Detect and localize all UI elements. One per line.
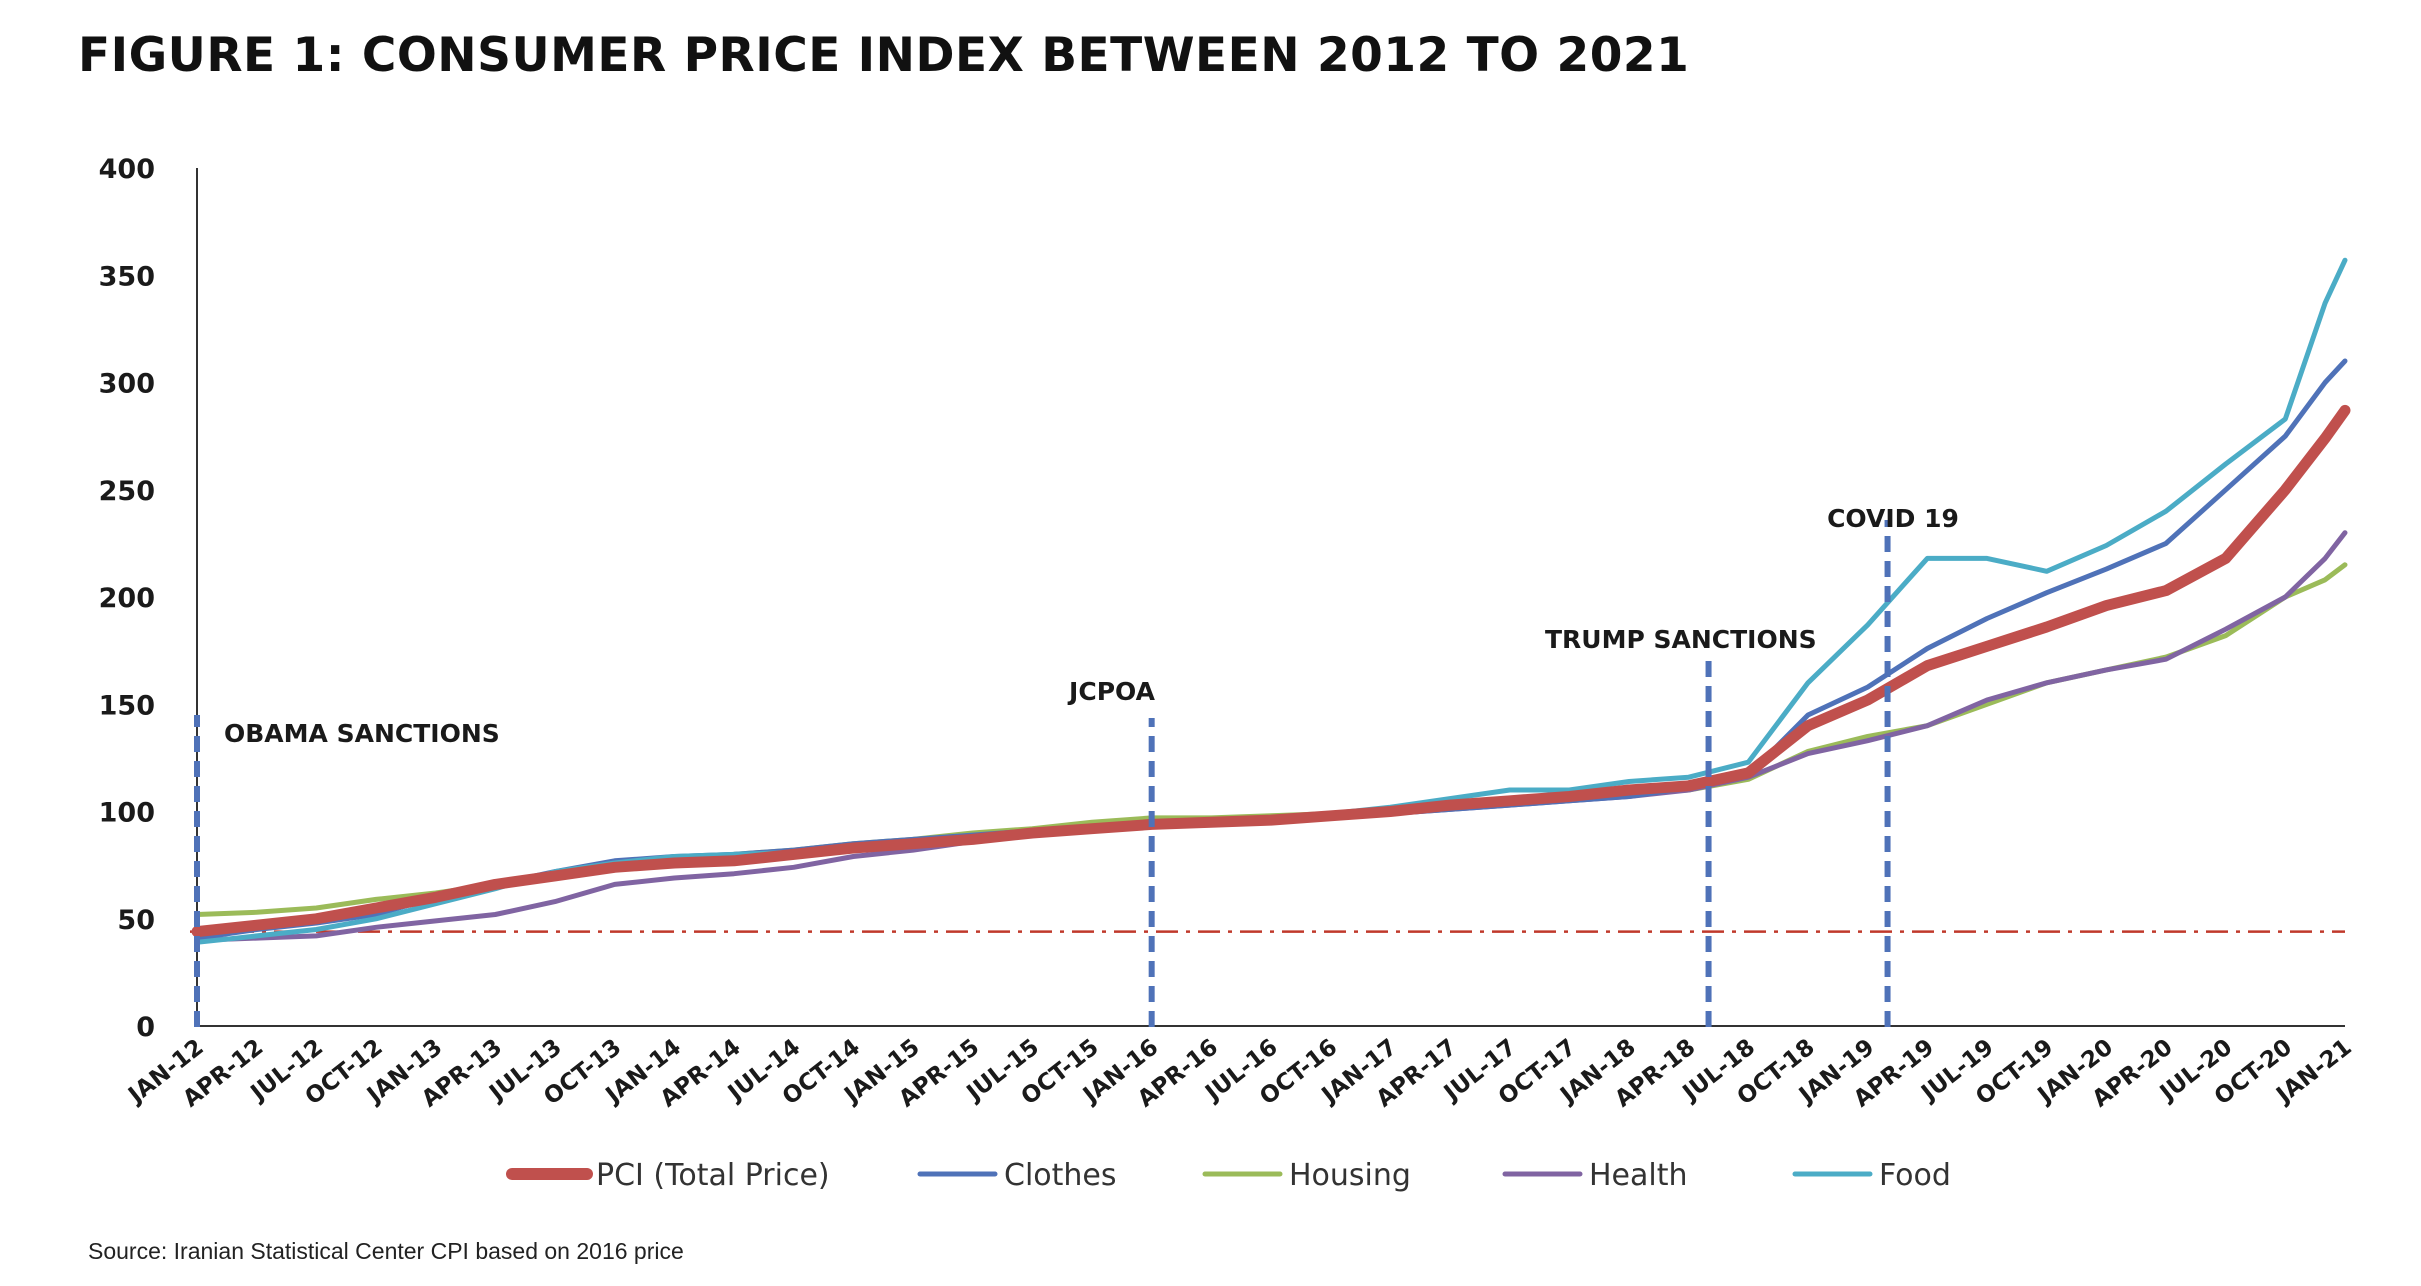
- y-tick-label: 200: [99, 583, 155, 614]
- series-line-clothes: [194, 358, 2348, 941]
- source-note: Source: Iranian Statistical Center CPI b…: [88, 1238, 684, 1264]
- annotation-label: TRUMP SANCTIONS: [1545, 625, 1817, 654]
- y-tick-label: 150: [99, 690, 155, 721]
- axes: [196, 168, 2345, 1027]
- event-annotations: OBAMA SANCTIONS JCPOA TRUMP SANCTIONS COVID…: [194, 504, 1959, 1027]
- figure-title: FIGURE 1: CONSUMER PRICE INDEX BETWEEN 2…: [78, 28, 1690, 83]
- series-line-pci-total-price: [191, 404, 2351, 938]
- legend-label: Food: [1879, 1158, 1951, 1193]
- y-tick-label: 400: [99, 154, 155, 185]
- legend-label: Health: [1589, 1158, 1688, 1193]
- series-lines: [191, 257, 2351, 945]
- y-tick-label: 100: [99, 798, 155, 829]
- x-tick-labels: JAN-12APR-12JUL-12OCT-12JAN-13APR-13JUL-…: [122, 1034, 2356, 1112]
- annotation-label: JCPOA: [1067, 677, 1156, 706]
- y-tick-label: 250: [99, 476, 155, 507]
- y-tick-label: 50: [117, 905, 155, 936]
- y-tick-labels: 0 50 100 150 200 250 300 350 400: [99, 154, 155, 1043]
- y-tick-label: 0: [136, 1012, 155, 1043]
- legend-label: Housing: [1289, 1158, 1411, 1193]
- legend-label: PCI (Total Price): [596, 1158, 830, 1193]
- legend: PCI (Total Price) Clothes Housing Health Foo…: [506, 1158, 1951, 1193]
- series-line-housing: [194, 562, 2348, 917]
- y-tick-label: 300: [99, 369, 155, 400]
- y-tick-label: 350: [99, 261, 155, 292]
- annotation-label: COVID 19: [1827, 504, 1959, 533]
- legend-label: Clothes: [1004, 1158, 1117, 1193]
- annotation-label: OBAMA SANCTIONS: [224, 719, 500, 748]
